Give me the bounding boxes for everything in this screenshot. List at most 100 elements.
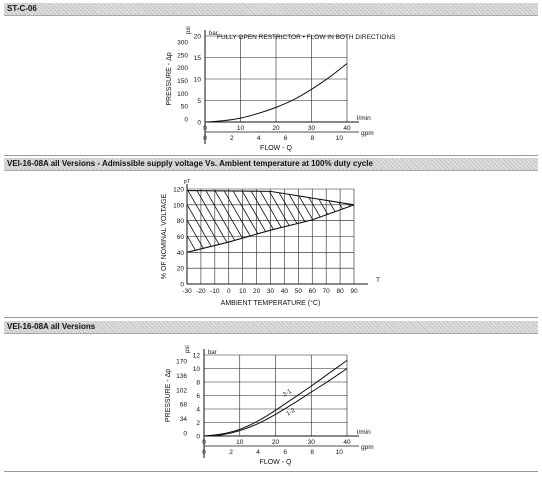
upper-limit-line bbox=[186, 190, 355, 206]
y-tick-label: 15 bbox=[194, 55, 202, 62]
section-header: ST-C-06 bbox=[4, 3, 538, 16]
y-psi-tick-label: 102 bbox=[176, 387, 187, 394]
x-tick-label: 70 bbox=[323, 288, 331, 295]
x-tick-label: 30 bbox=[308, 125, 316, 132]
hatch-line bbox=[339, 190, 354, 253]
y-tick-label: 120 bbox=[173, 187, 184, 194]
section-divider bbox=[4, 471, 538, 472]
y-psi-tick-label: 0 bbox=[184, 117, 188, 124]
y-psi-tick-label: 150 bbox=[177, 78, 188, 85]
y-tick-label: 0 bbox=[197, 120, 201, 127]
x2-tick-label: 0 bbox=[203, 135, 207, 142]
x-tick-label: -30 bbox=[182, 288, 192, 295]
lower-limit-line bbox=[186, 204, 355, 253]
y-tick-label: 10 bbox=[194, 77, 202, 84]
y-tick-label: 20 bbox=[177, 266, 185, 273]
y-psi-tick-label: 300 bbox=[177, 40, 188, 47]
y-psi-tick-label: 100 bbox=[177, 91, 188, 98]
x-tick-label: 30 bbox=[308, 439, 316, 446]
x-tick-label: 50 bbox=[295, 288, 303, 295]
y-psi-tick-label: 50 bbox=[181, 104, 189, 111]
x2-tick-label: 2 bbox=[229, 449, 233, 456]
y-unit-bar: bar bbox=[209, 31, 218, 37]
x-tick-label: 20 bbox=[272, 125, 280, 132]
section-title: VEI-16-08A all Versions bbox=[7, 322, 96, 331]
x2-tick-label: 0 bbox=[202, 449, 206, 456]
y-tick-label: 10 bbox=[193, 366, 201, 373]
y-tick-label: 5 bbox=[197, 98, 201, 105]
x-tick-label: -20 bbox=[196, 288, 206, 295]
y-axis-title: PRESSURE - Δp bbox=[166, 52, 173, 105]
y-unit-bar: bar bbox=[208, 350, 217, 356]
x-tick-label: 40 bbox=[281, 288, 289, 295]
x-tick-label: -10 bbox=[210, 288, 220, 295]
section-divider bbox=[4, 317, 538, 318]
y-psi-tick-label: 34 bbox=[180, 416, 188, 423]
x-axis-title: FLOW - Q bbox=[260, 459, 292, 466]
x-tick-label: 20 bbox=[272, 439, 280, 446]
series-line bbox=[204, 63, 348, 123]
x-axis-title: AMBIENT TEMPERATURE (°C) bbox=[221, 299, 321, 307]
x-tick-label: 40 bbox=[343, 439, 351, 446]
y-psi-tick-label: 250 bbox=[177, 52, 188, 59]
hatch-line bbox=[358, 189, 413, 284]
y-unit: pT bbox=[184, 179, 191, 185]
series-label: 2-1 bbox=[282, 388, 293, 398]
hatch-line bbox=[385, 189, 440, 284]
y-tick-label: 80 bbox=[177, 218, 185, 225]
series-line bbox=[203, 368, 348, 437]
x-tick-label: 30 bbox=[267, 288, 275, 295]
x-tick-label: 10 bbox=[239, 288, 247, 295]
y-tick-label: 0 bbox=[196, 434, 200, 441]
x2-tick-label: 4 bbox=[256, 449, 260, 456]
y-tick-label: 12 bbox=[193, 353, 201, 360]
x-tick-label: 0 bbox=[203, 125, 207, 132]
hatch-line bbox=[187, 190, 243, 253]
x-tick-label: 10 bbox=[237, 125, 245, 132]
x-tick-label: 60 bbox=[309, 288, 317, 295]
chart-title: FULLY OPEN RESTRICTOR • FLOW IN BOTH DIR… bbox=[217, 34, 396, 41]
x2-tick-label: 10 bbox=[336, 135, 344, 142]
hatch-line bbox=[348, 190, 354, 253]
section-divider bbox=[4, 155, 538, 156]
hatch-line bbox=[367, 189, 422, 284]
y-psi-tick-label: 200 bbox=[177, 65, 188, 72]
hatch-line bbox=[376, 189, 431, 284]
x-tick-label: 80 bbox=[336, 288, 344, 295]
section-header: VEI-16-08A all Versions bbox=[4, 321, 538, 334]
series-line bbox=[203, 359, 348, 437]
x2-tick-label: 2 bbox=[230, 135, 234, 142]
y-tick-label: 60 bbox=[177, 234, 185, 241]
x-tick-label: 40 bbox=[343, 125, 351, 132]
y-psi-tick-label: 68 bbox=[180, 402, 188, 409]
section-title: ST-C-06 bbox=[7, 4, 37, 13]
x2-unit-gpm: gpm bbox=[361, 130, 374, 137]
hatch-line bbox=[195, 190, 252, 253]
y-tick-label: 8 bbox=[196, 380, 200, 387]
x-unit-lmin: l/min bbox=[357, 429, 371, 436]
y-tick-label: 20 bbox=[194, 34, 202, 41]
x2-tick-label: 8 bbox=[311, 135, 315, 142]
hatch-line bbox=[330, 190, 354, 253]
y-tick-label: 2 bbox=[196, 420, 200, 427]
x2-tick-label: 10 bbox=[336, 449, 344, 456]
x-unit-lmin: l/min bbox=[357, 115, 371, 122]
hatch-line bbox=[204, 190, 261, 253]
x-axis-title: FLOW - Q bbox=[260, 145, 292, 152]
y-psi-tick-label: 136 bbox=[176, 373, 187, 380]
y-tick-label: 100 bbox=[173, 202, 184, 209]
x2-unit-gpm: gpm bbox=[361, 444, 374, 451]
y-unit-psi: psi bbox=[185, 345, 191, 353]
x2-tick-label: 6 bbox=[284, 135, 288, 142]
x-tick-label: 90 bbox=[350, 288, 358, 295]
y-tick-label: 40 bbox=[177, 250, 185, 257]
y-tick-label: 0 bbox=[180, 282, 184, 289]
x2-tick-label: 4 bbox=[257, 135, 261, 142]
section-title: VEI-16-08A all Versions - Admissible sup… bbox=[7, 159, 373, 168]
y-unit-psi: psi bbox=[186, 26, 192, 34]
y-axis-title: PRESSURE - Δp bbox=[165, 369, 172, 422]
y-psi-tick-label: 0 bbox=[183, 431, 187, 438]
hatch-line bbox=[213, 190, 270, 253]
